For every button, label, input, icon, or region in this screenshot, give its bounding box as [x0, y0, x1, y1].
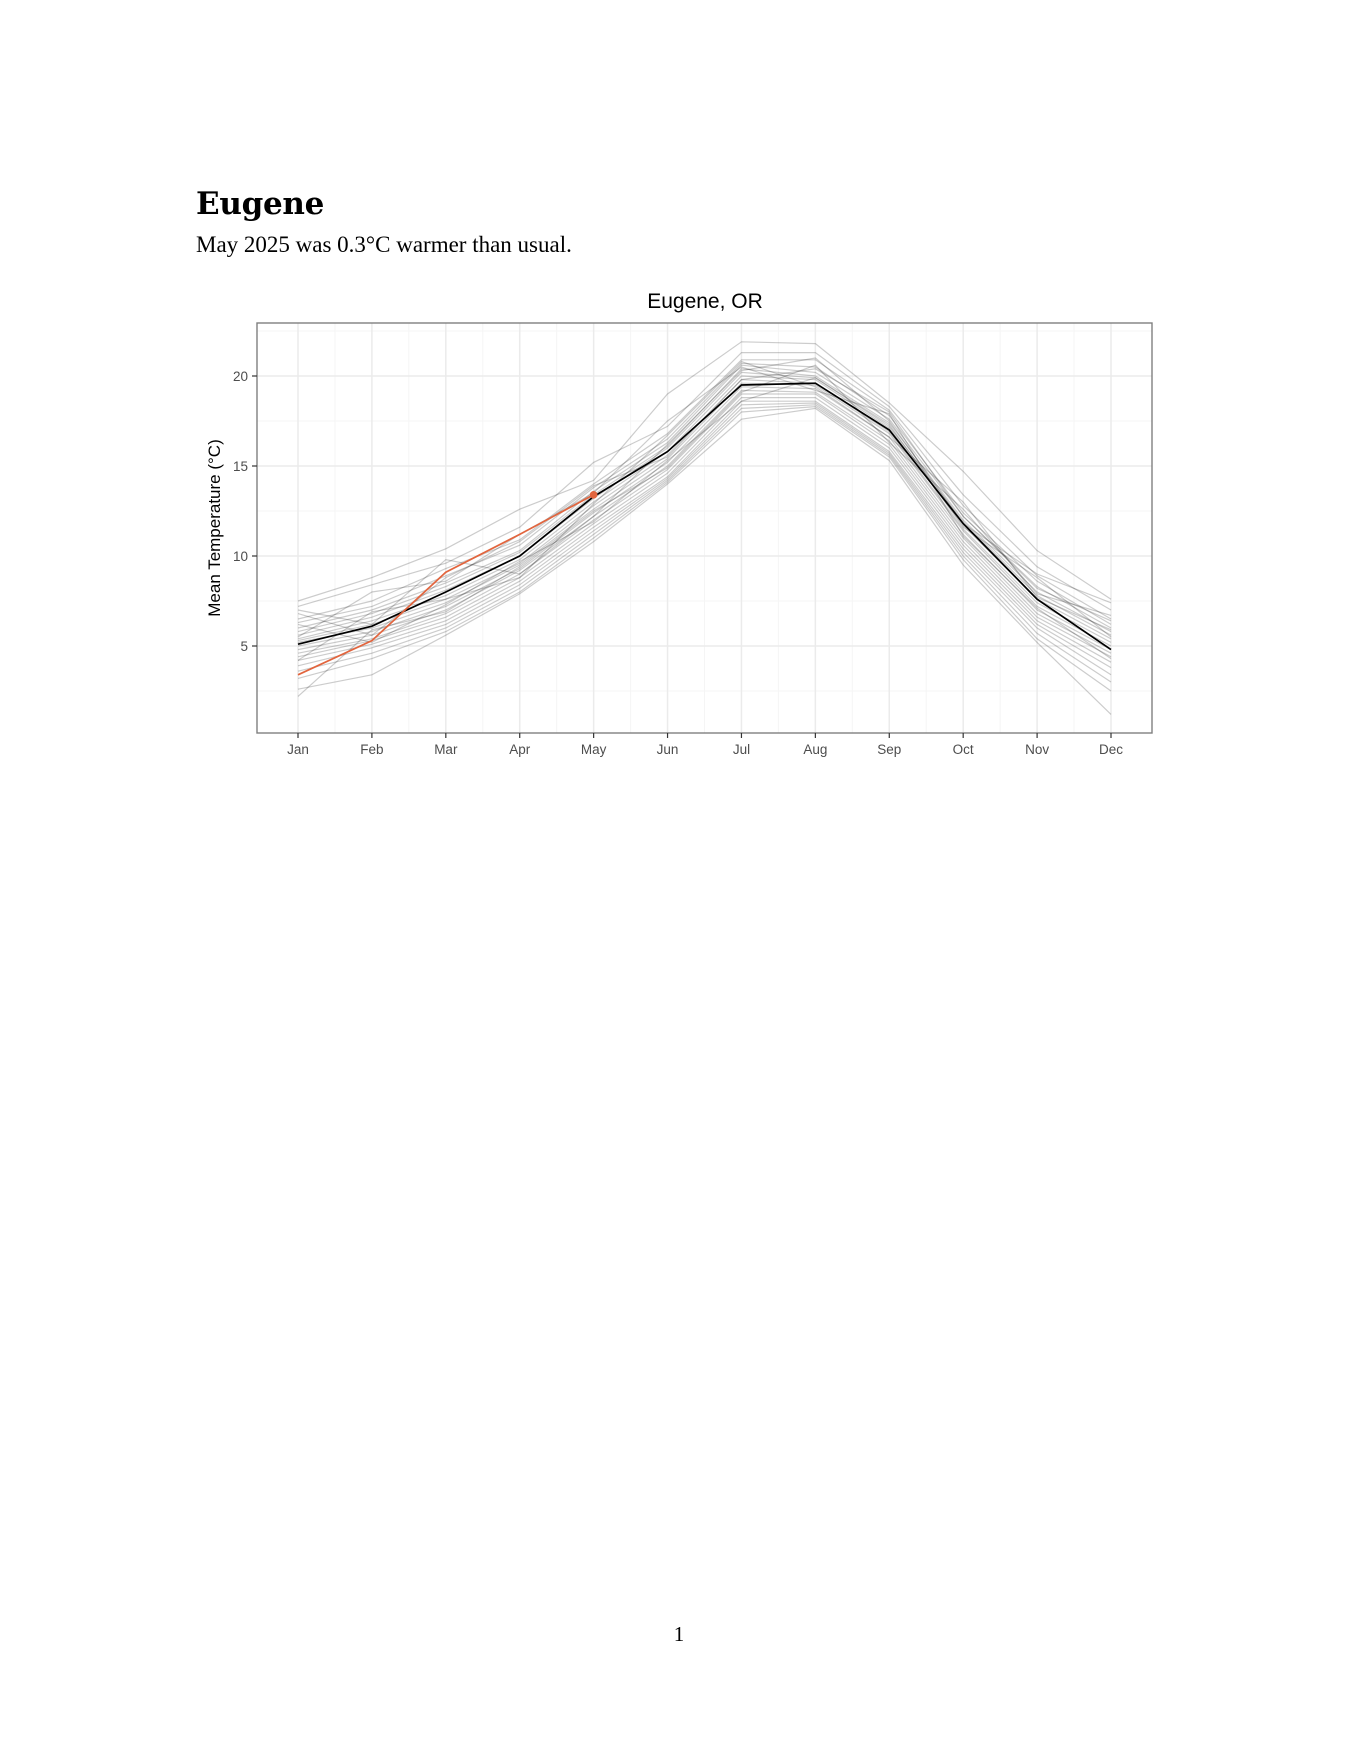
- major-gridlines: [257, 323, 1152, 733]
- page-title: Eugene: [196, 186, 325, 222]
- x-tick-label: Apr: [509, 742, 531, 757]
- y-axis: 5 10 15 20: [233, 369, 257, 654]
- x-tick-label: May: [581, 742, 607, 757]
- x-tick-label: Aug: [803, 742, 827, 757]
- x-tick-label: Jun: [657, 742, 679, 757]
- panel-border: [256, 322, 1153, 734]
- current-month-point: [589, 491, 598, 499]
- x-tick-label: Oct: [953, 742, 974, 757]
- y-tick-label: 15: [233, 459, 248, 474]
- x-tick-label: Jul: [733, 742, 750, 757]
- page-summary: May 2025 was 0.3°C warmer than usual.: [196, 232, 572, 257]
- plot-panel: [256, 322, 1153, 734]
- y-tick-label: 5: [240, 639, 248, 654]
- x-tick-label: Nov: [1025, 742, 1049, 757]
- y-tick-label: 20: [233, 369, 248, 384]
- y-tick-label: 10: [233, 549, 248, 564]
- y-axis-label: Mean Temperature (°C): [205, 439, 224, 617]
- x-tick-label: Dec: [1099, 742, 1123, 757]
- x-tick-label: Jan: [287, 742, 309, 757]
- x-tick-label: Sep: [877, 742, 901, 757]
- x-axis: Jan Feb Mar Apr May Jun Jul Aug Sep Oct Nov Dec: [287, 733, 1123, 757]
- chart-title: Eugene, OR: [647, 290, 763, 313]
- current-year-line: [297, 494, 595, 676]
- temperature-chart: Eugene, OR 5 10 15 20 Jan Feb Mar Apr May Jun Jul…: [0, 0, 1358, 800]
- minor-gridlines: [257, 323, 1152, 733]
- x-tick-label: Mar: [434, 742, 458, 757]
- page-number: 1: [673, 1622, 685, 1646]
- x-tick-label: Feb: [360, 742, 383, 757]
- mean-temperature-line: [297, 382, 1112, 651]
